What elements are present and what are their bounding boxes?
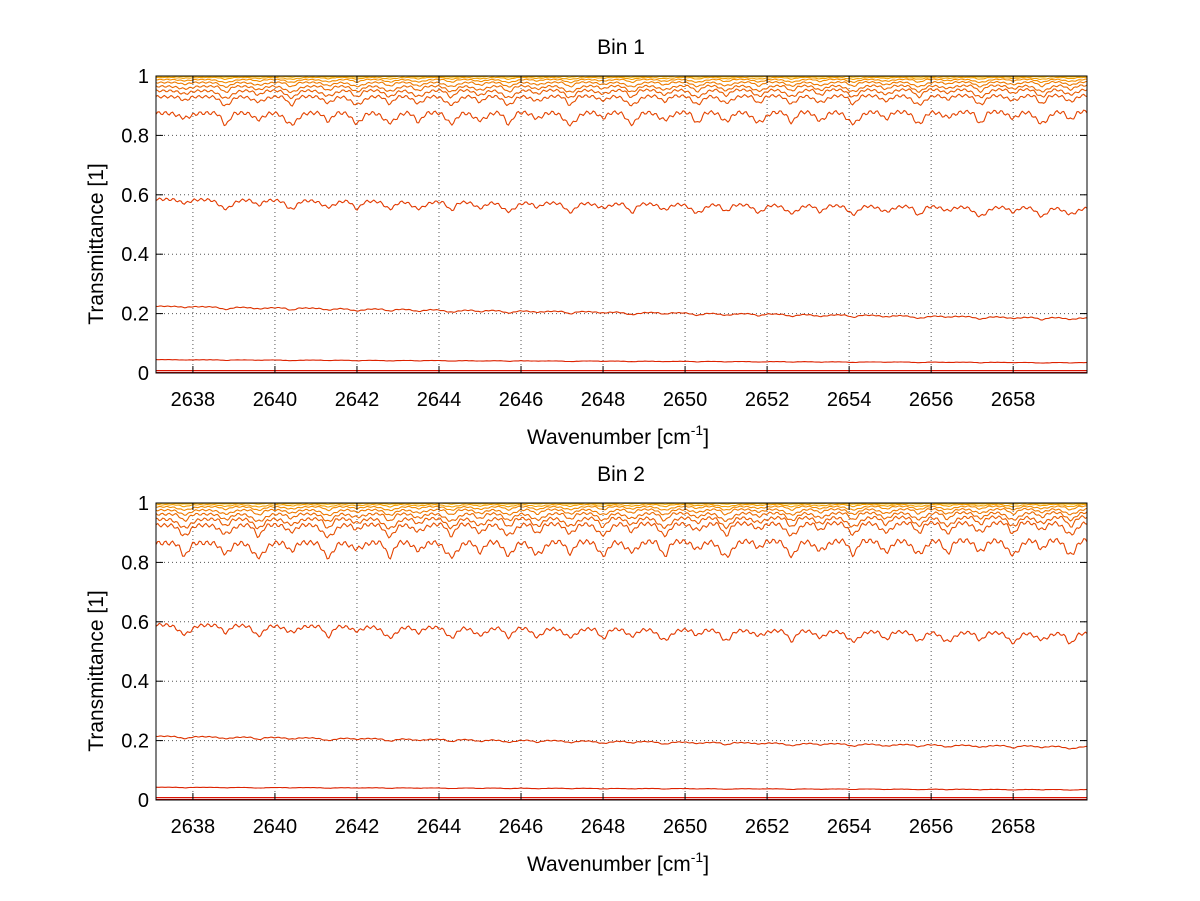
series-line [155,511,1088,523]
x-tick-label: 2640 [253,816,298,838]
x-tick-label: 2654 [827,816,872,838]
series-line [155,197,1088,218]
x-tick-label: 2656 [909,389,954,411]
y-axis-label: Transmittance [1] [85,163,108,324]
x-tick-label: 2638 [171,389,216,411]
x-axis-label-superscript: -1 [691,422,704,438]
series-line [155,786,1088,791]
x-tick-label: 2656 [909,816,954,838]
y-tick-label: 0.8 [121,125,149,147]
y-axis-label: Transmittance [1] [85,590,108,751]
series-line [155,505,1088,512]
series-line [155,520,1088,539]
x-axis-label: Wavenumber [cm-1] [527,422,709,449]
x-axis-label-main: Wavenumber [cm [527,426,691,449]
series-group [155,502,1088,800]
x-tick-label: 2654 [827,389,872,411]
y-tick-label: 1 [138,66,149,88]
y-tick-label: 0.8 [121,552,149,574]
chart-bin-2: Bin 2 Transmittance [1] Wavenumber [cm-1… [85,463,1088,876]
plot-frame [155,502,1088,801]
series-line [155,503,1088,508]
chart-bin-1: Bin 1 Transmittance [1] Wavenumber [cm-1… [85,36,1088,449]
x-tick-label: 2648 [581,816,626,838]
series-line [155,80,1088,88]
series-group [155,75,1088,373]
series-line [155,109,1088,127]
x-tick-label: 2644 [417,389,462,411]
series-line [155,537,1088,560]
series-line [155,93,1088,107]
plot-frame [155,75,1088,374]
x-tick-label: 2642 [335,816,380,838]
y-tick-label: 0.4 [121,671,149,693]
series-line [155,735,1088,750]
x-tick-label: 2640 [253,389,298,411]
y-tick-label: 0.6 [121,612,149,634]
x-tick-label: 2638 [171,816,216,838]
x-axis-label: Wavenumber [cm-1] [527,849,709,876]
y-tick-label: 0.6 [121,185,149,207]
y-tick-label: 0.2 [121,731,149,753]
series-line [155,359,1088,364]
x-tick-label: 2648 [581,389,626,411]
x-axis-label-end: ] [703,426,709,449]
x-tick-label: 2658 [991,389,1036,411]
x-tick-label: 2646 [499,816,544,838]
x-axis-label-main: Wavenumber [cm [527,853,691,876]
x-tick-label: 2650 [663,389,708,411]
x-tick-label: 2658 [991,816,1036,838]
x-axis-label-end: ] [703,853,709,876]
series-line [155,515,1088,530]
x-tick-label: 2652 [745,389,790,411]
series-line [155,87,1088,100]
series-line [155,76,1088,81]
chart-title: Bin 1 [597,36,645,59]
x-tick-label: 2642 [335,389,380,411]
x-tick-label: 2646 [499,389,544,411]
series-line [155,305,1088,321]
x-tick-label: 2652 [745,816,790,838]
y-tick-label: 0 [138,790,149,812]
x-axis-label-superscript: -1 [691,849,704,865]
y-tick-label: 0 [138,363,149,385]
x-tick-label: 2644 [417,816,462,838]
y-tick-label: 0.2 [121,304,149,326]
series-line [155,507,1088,517]
series-line [155,622,1088,645]
x-tick-label: 2650 [663,816,708,838]
chart-title: Bin 2 [597,463,645,486]
series-line [155,78,1088,84]
y-tick-label: 1 [138,493,149,515]
y-tick-label: 0.4 [121,244,149,266]
series-line [155,84,1088,94]
